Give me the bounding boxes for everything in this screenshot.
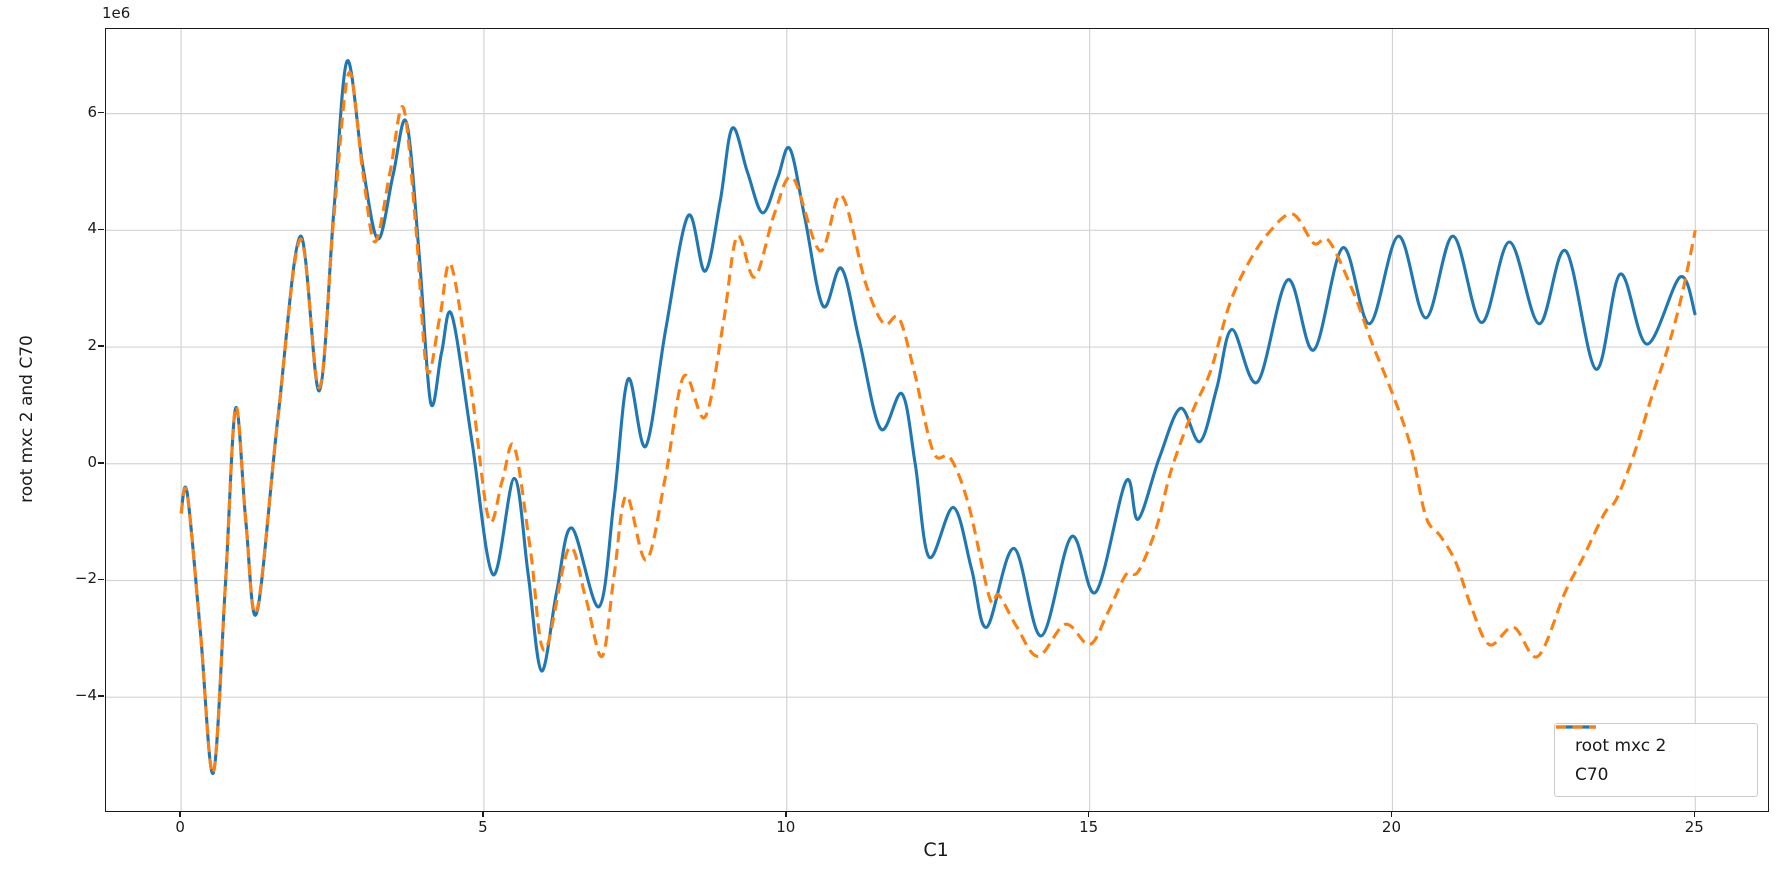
x-tick-label: 25: [1684, 818, 1704, 836]
x-tick-mark: [482, 811, 484, 817]
legend-label-root-mxc-2: root mxc 2: [1575, 735, 1667, 756]
y-axis-offset-label: 1e6: [102, 4, 131, 22]
y-tick-label: −4: [74, 686, 97, 705]
series-line-c70: [179, 71, 1697, 775]
y-tick-label: 4: [87, 219, 97, 238]
x-tick-label: 10: [776, 818, 796, 836]
x-tick-mark: [1087, 811, 1090, 817]
y-tick-mark: [98, 345, 104, 347]
series-line-root-mxc-2: [179, 59, 1697, 775]
legend-item-root-mxc-2: root mxc 2: [1556, 725, 1747, 760]
y-tick-mark: [98, 578, 104, 581]
x-tick-label: 0: [175, 818, 185, 836]
legend-line-dashed-sample: [1556, 725, 1596, 729]
x-tick-label: 5: [478, 818, 488, 836]
plot-area: root mxc 2 C70: [105, 28, 1769, 812]
x-tick-mark: [179, 811, 181, 817]
legend-item-c70: C70: [1556, 725, 1747, 789]
y-tick-mark: [98, 695, 104, 697]
legend: root mxc 2 C70: [1554, 723, 1758, 797]
y-tick-label: 2: [87, 336, 97, 355]
y-tick-label: 6: [87, 102, 97, 121]
chart-canvas: [106, 29, 1768, 811]
y-axis-label: root mxc 2 and C70: [17, 335, 37, 503]
y-tick-label: −2: [74, 569, 97, 588]
x-tick-label: 15: [1079, 818, 1099, 836]
y-tick-label: 0: [87, 452, 97, 471]
y-tick-mark: [98, 228, 104, 231]
y-tick-mark: [98, 461, 104, 464]
x-tick-label: 20: [1381, 818, 1402, 836]
x-axis-label: C1: [923, 839, 949, 861]
x-tick-mark: [1390, 811, 1393, 817]
x-tick-mark: [1693, 811, 1696, 817]
legend-label-c70: C70: [1575, 764, 1609, 785]
x-tick-mark: [784, 811, 787, 817]
y-tick-mark: [98, 111, 104, 114]
